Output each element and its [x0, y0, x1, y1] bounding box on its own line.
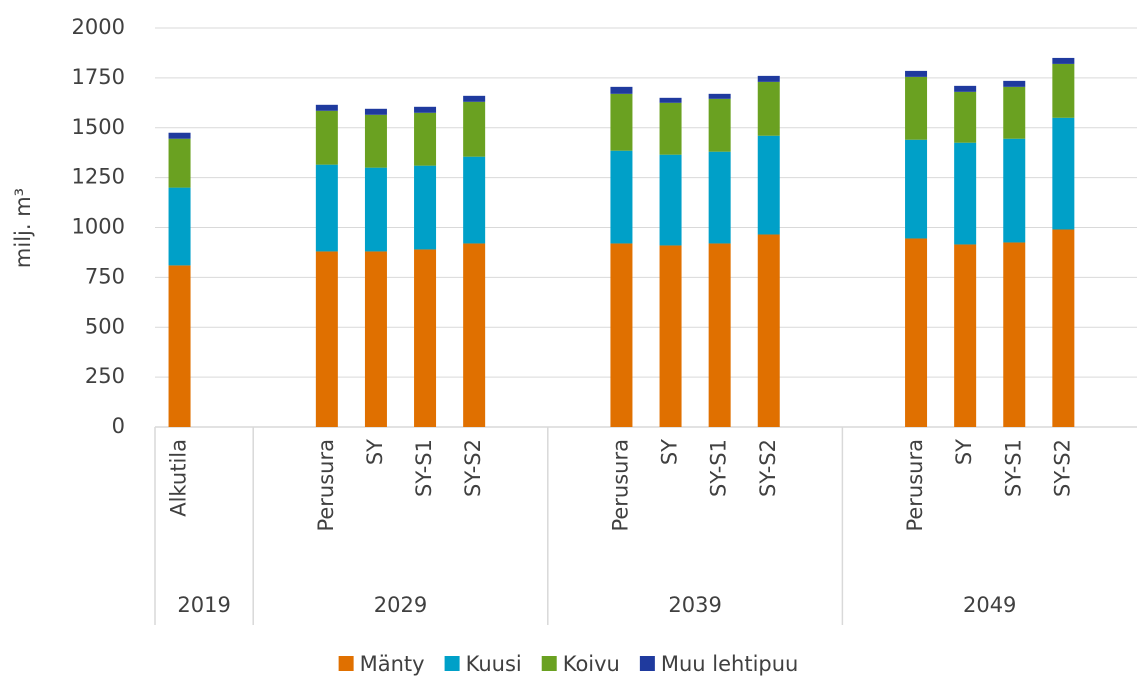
bar-segment	[708, 151, 731, 244]
bar-segment	[610, 150, 633, 244]
bar-segment	[168, 138, 191, 188]
bar-segment	[414, 112, 437, 166]
bar-segment	[610, 93, 633, 151]
bar-segment	[315, 110, 338, 165]
bar-segment	[708, 243, 731, 427]
bar-segment	[954, 85, 977, 92]
legend-label: Muu lehtipuu	[661, 652, 799, 676]
bar-segment	[414, 249, 437, 427]
x-tick-label: Alkutila	[167, 439, 191, 517]
group-label: 2019	[177, 593, 230, 617]
bar-segment	[168, 187, 191, 266]
bar-segment	[905, 139, 928, 239]
x-tick-label: SY-S2	[1050, 439, 1074, 497]
bar-segment	[905, 238, 928, 427]
y-tick-label: 1250	[72, 165, 125, 189]
bar-segment	[905, 70, 928, 77]
bar-segment	[315, 251, 338, 427]
bar-segment	[1003, 242, 1026, 427]
bar-segment	[610, 243, 633, 427]
x-tick-label: Perusura	[903, 439, 927, 532]
bar-segment	[954, 142, 977, 245]
bar-segment	[905, 76, 928, 140]
y-tick-label: 250	[85, 364, 125, 388]
group-label: 2029	[374, 593, 427, 617]
x-tick-label: SY-S2	[461, 439, 485, 497]
group-label: 2049	[963, 593, 1016, 617]
bar-segment	[708, 98, 731, 152]
bar-segment	[463, 156, 486, 244]
bar-segment	[610, 86, 633, 94]
x-tick-label: SY-S1	[707, 439, 731, 497]
bar-segment	[364, 114, 387, 168]
y-tick-label: 2000	[72, 15, 125, 39]
bar-segment	[757, 135, 780, 235]
y-tick-label: 500	[85, 314, 125, 338]
bar-segment	[757, 81, 780, 136]
y-tick-label: 1750	[72, 65, 125, 89]
bar-segment	[757, 75, 780, 82]
legend-swatch	[444, 656, 460, 671]
bar-segment	[659, 245, 682, 427]
bar-segment	[315, 164, 338, 252]
bar-segment	[414, 106, 437, 113]
legend-swatch	[541, 656, 557, 671]
y-tick-label: 0	[112, 414, 125, 438]
group-label: 2039	[668, 593, 721, 617]
bar-segment	[168, 265, 191, 427]
bar-segment	[1052, 57, 1075, 64]
y-axis-label: milj. m³	[11, 188, 35, 268]
bar-segment	[364, 167, 387, 252]
x-tick-label: SY-S1	[412, 439, 436, 497]
legend-label: Kuusi	[466, 652, 522, 676]
bar-segment	[463, 95, 486, 102]
x-tick-label: SY-S1	[1001, 439, 1025, 497]
bar-segment	[1052, 229, 1075, 427]
bar-segment	[364, 251, 387, 427]
y-tick-label: 1500	[72, 115, 125, 139]
bar-segment	[1052, 117, 1075, 230]
bar-segment	[659, 97, 682, 103]
bar-segment	[1003, 86, 1026, 139]
x-tick-label: SY	[658, 439, 682, 465]
bar-segment	[414, 165, 437, 250]
bar-segment	[1003, 138, 1026, 243]
bar-segment	[463, 243, 486, 427]
x-tick-label: SY	[363, 439, 387, 465]
y-tick-label: 750	[85, 264, 125, 288]
bar-segment	[659, 102, 682, 155]
legend-swatch	[639, 656, 655, 671]
x-tick-label: SY	[952, 439, 976, 465]
bar-segment	[364, 108, 387, 115]
legend-swatch	[338, 656, 354, 671]
y-tick-label: 1000	[72, 215, 125, 239]
x-tick-label: Perusura	[314, 439, 338, 532]
bar-segment	[659, 154, 682, 246]
bar-segment	[315, 104, 338, 111]
bar-segment	[463, 101, 486, 157]
bar-segment	[708, 93, 731, 99]
x-tick-label: Perusura	[608, 439, 632, 532]
bar-segment	[757, 234, 780, 427]
bar-segment	[954, 91, 977, 143]
bar-segment	[1003, 80, 1026, 87]
x-tick-label: SY-S2	[756, 439, 780, 497]
legend-label: Mänty	[360, 652, 425, 676]
bar-segment	[1052, 63, 1075, 118]
legend-label: Koivu	[563, 652, 620, 676]
bar-segment	[954, 244, 977, 427]
bar-segment	[168, 132, 191, 139]
